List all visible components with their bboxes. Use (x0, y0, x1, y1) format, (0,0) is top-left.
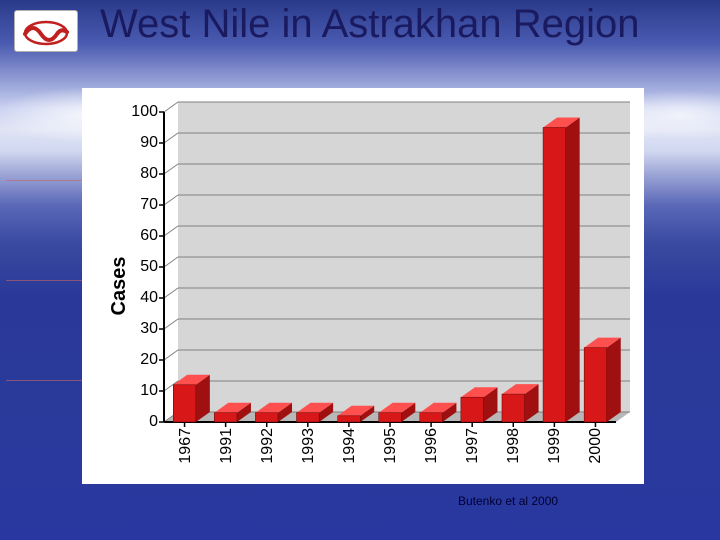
x-tick-label: 2000 (587, 428, 605, 464)
y-tick-label: 20 (118, 351, 158, 369)
y-tick-label: 80 (118, 165, 158, 183)
y-tick-label: 90 (118, 134, 158, 152)
decorative-line (6, 180, 82, 181)
y-tick-label: 100 (118, 103, 158, 121)
chart-panel: Cases 0102030405060708090100196719911992… (82, 88, 644, 484)
x-tick-label: 1967 (177, 428, 195, 464)
citation: Butenko et al 2000 (458, 494, 558, 508)
y-tick-label: 0 (118, 413, 158, 431)
institution-logo (14, 10, 78, 52)
logo-glyph-icon (21, 16, 71, 46)
x-tick-label: 1994 (341, 428, 359, 464)
x-tick-label: 1998 (505, 428, 523, 464)
decorative-line (6, 380, 82, 381)
x-tick-label: 1996 (423, 428, 441, 464)
slide-title: West Nile in Astrakhan Region (100, 2, 640, 47)
y-tick-label: 30 (118, 320, 158, 338)
y-tick-label: 50 (118, 258, 158, 276)
x-tick-label: 1991 (218, 428, 236, 464)
x-tick-label: 1995 (382, 428, 400, 464)
x-tick-label: 1993 (300, 428, 318, 464)
x-tick-label: 1997 (464, 428, 482, 464)
y-tick-label: 10 (118, 382, 158, 400)
y-tick-label: 60 (118, 227, 158, 245)
plot-area: 0102030405060708090100196719911992199319… (164, 102, 630, 422)
slide: West Nile in Astrakhan Region Cases 0102… (0, 0, 720, 540)
y-tick-label: 70 (118, 196, 158, 214)
y-tick-label: 40 (118, 289, 158, 307)
x-tick-label: 1999 (546, 428, 564, 464)
x-tick-label: 1992 (259, 428, 277, 464)
chart-svg (164, 102, 630, 422)
decorative-line (6, 280, 82, 281)
